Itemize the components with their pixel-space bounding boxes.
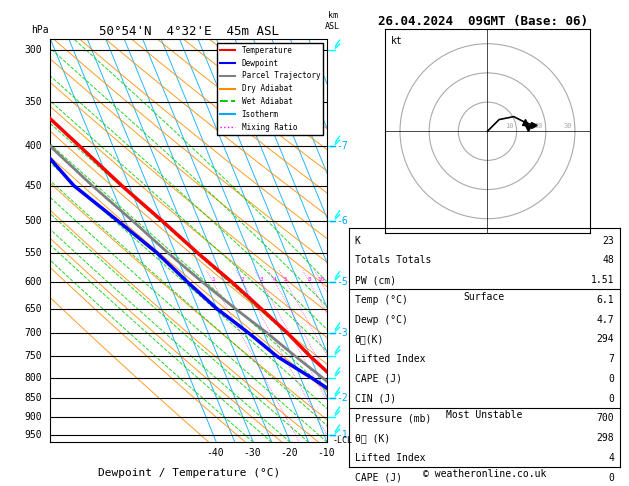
Text: 2: 2 <box>241 277 245 282</box>
Text: 6.1: 6.1 <box>596 295 614 305</box>
Text: -2: -2 <box>337 393 348 403</box>
Text: 3: 3 <box>259 277 263 282</box>
Text: 450: 450 <box>25 181 42 191</box>
Text: 294: 294 <box>596 334 614 345</box>
Text: -5: -5 <box>337 277 348 287</box>
Text: Surface: Surface <box>464 292 505 302</box>
Text: PW (cm): PW (cm) <box>355 275 396 285</box>
Text: 700: 700 <box>596 414 614 423</box>
Text: 48: 48 <box>603 255 614 265</box>
Text: 350: 350 <box>25 97 42 107</box>
Text: 5: 5 <box>284 277 287 282</box>
Text: -3: -3 <box>337 328 348 338</box>
Text: km
ASL: km ASL <box>325 11 340 31</box>
Text: 600: 600 <box>25 277 42 287</box>
Text: 298: 298 <box>596 433 614 443</box>
Text: -1: -1 <box>337 430 348 440</box>
Text: -40: -40 <box>206 448 224 458</box>
Text: θᴇ (K): θᴇ (K) <box>355 433 390 443</box>
Text: 1: 1 <box>211 277 214 282</box>
Text: 1.51: 1.51 <box>591 275 614 285</box>
Text: 0: 0 <box>608 473 614 483</box>
Text: -LCL: -LCL <box>333 436 353 445</box>
Text: K: K <box>355 236 360 245</box>
Text: Dewpoint / Temperature (°C): Dewpoint / Temperature (°C) <box>97 469 280 479</box>
Text: 500: 500 <box>25 216 42 226</box>
Text: Lifted Index: Lifted Index <box>355 453 425 463</box>
Text: 26.04.2024  09GMT (Base: 06): 26.04.2024 09GMT (Base: 06) <box>378 16 587 28</box>
Text: 550: 550 <box>25 248 42 258</box>
Text: Pressure (mb): Pressure (mb) <box>355 414 431 423</box>
Text: 20: 20 <box>535 123 543 129</box>
Text: -30: -30 <box>243 448 260 458</box>
Text: 23: 23 <box>603 236 614 245</box>
Text: 30: 30 <box>564 123 572 129</box>
Text: 10: 10 <box>505 123 514 129</box>
Text: 800: 800 <box>25 373 42 383</box>
Text: 300: 300 <box>25 45 42 55</box>
Text: CAPE (J): CAPE (J) <box>355 473 401 483</box>
Text: Lifted Index: Lifted Index <box>355 354 425 364</box>
Text: CIN (J): CIN (J) <box>355 394 396 404</box>
Text: 400: 400 <box>25 141 42 151</box>
Legend: Temperature, Dewpoint, Parcel Trajectory, Dry Adiabat, Wet Adiabat, Isotherm, Mi: Temperature, Dewpoint, Parcel Trajectory… <box>217 43 323 135</box>
Text: 8: 8 <box>308 277 311 282</box>
Text: 950: 950 <box>25 430 42 440</box>
Text: 0: 0 <box>608 374 614 384</box>
Text: Dewp (°C): Dewp (°C) <box>355 314 408 325</box>
Text: © weatheronline.co.uk: © weatheronline.co.uk <box>423 469 546 479</box>
Text: 10: 10 <box>317 277 325 282</box>
Text: 850: 850 <box>25 393 42 403</box>
Text: 4.7: 4.7 <box>596 314 614 325</box>
Text: Most Unstable: Most Unstable <box>446 411 523 420</box>
Text: -20: -20 <box>280 448 298 458</box>
Text: -10: -10 <box>317 448 335 458</box>
Text: 7: 7 <box>608 354 614 364</box>
Text: 4: 4 <box>273 277 277 282</box>
Text: Totals Totals: Totals Totals <box>355 255 431 265</box>
Text: 900: 900 <box>25 412 42 422</box>
Text: -7: -7 <box>337 141 348 151</box>
Text: 0: 0 <box>608 394 614 404</box>
Text: 4: 4 <box>608 453 614 463</box>
Text: CAPE (J): CAPE (J) <box>355 374 401 384</box>
Text: hPa: hPa <box>31 25 48 35</box>
Text: Temp (°C): Temp (°C) <box>355 295 408 305</box>
Title: 50°54'N  4°32'E  45m ASL: 50°54'N 4°32'E 45m ASL <box>99 25 279 38</box>
Text: θᴇ(K): θᴇ(K) <box>355 334 384 345</box>
Text: 700: 700 <box>25 328 42 338</box>
Text: 750: 750 <box>25 351 42 361</box>
Text: -6: -6 <box>337 216 348 226</box>
Text: 650: 650 <box>25 304 42 313</box>
Text: kt: kt <box>391 36 403 46</box>
